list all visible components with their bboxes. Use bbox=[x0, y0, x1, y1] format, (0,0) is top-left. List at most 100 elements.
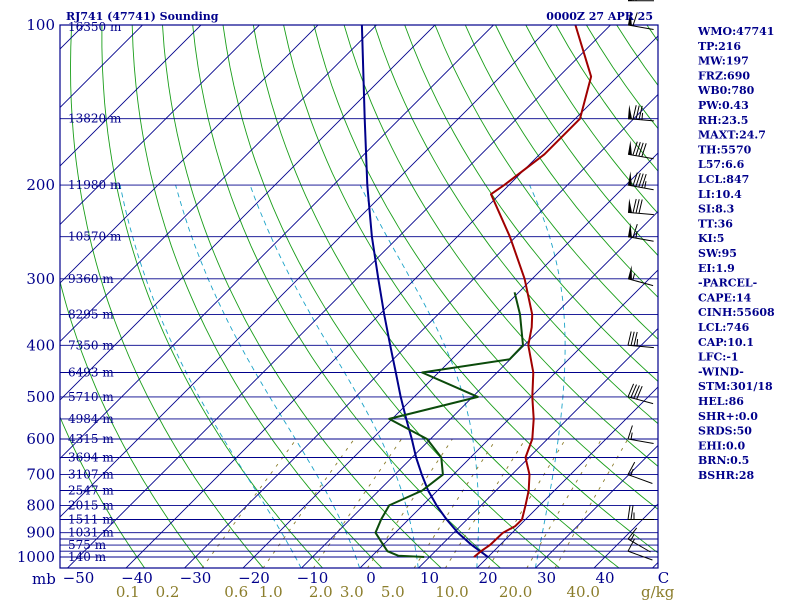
height-label: 3107 m bbox=[68, 468, 114, 482]
temperature-line bbox=[473, 25, 593, 558]
isotherm bbox=[60, 25, 144, 109]
wind-barb bbox=[627, 265, 654, 287]
wind-barbs bbox=[627, 0, 654, 561]
height-label: 5710 m bbox=[68, 390, 114, 404]
pressure-tick-label: 100 bbox=[26, 16, 55, 34]
temperature-tick-label: 40 bbox=[595, 569, 614, 587]
height-label: 2015 m bbox=[68, 498, 114, 512]
mixing-ratio-label: 40.0 bbox=[566, 583, 599, 600]
moist-adiabat bbox=[359, 184, 479, 568]
index-line: STM:301/18 bbox=[698, 380, 773, 393]
wind-barb bbox=[627, 198, 654, 216]
height-label: 2547 m bbox=[68, 484, 114, 498]
mixing-ratio-label: 0.1 bbox=[116, 583, 140, 600]
dry-adiabat bbox=[60, 415, 146, 568]
wind-barb bbox=[627, 527, 651, 553]
index-line: RH:23.5 bbox=[698, 114, 748, 127]
dry-adiabat bbox=[283, 25, 658, 554]
dry-adiabat bbox=[585, 25, 658, 130]
height-label: 13820 m bbox=[68, 112, 122, 126]
mixing-ratio-label: 20.0 bbox=[499, 583, 532, 600]
index-line: PW:0.43 bbox=[698, 99, 749, 112]
top-height-label: 16350 m bbox=[68, 20, 122, 34]
chart-title-right: 0000Z 27 APR 25 bbox=[546, 10, 653, 23]
temperature-tick-label: 30 bbox=[537, 569, 556, 587]
pressure-tick-label: 300 bbox=[26, 270, 55, 288]
pressure-tick-label: 600 bbox=[26, 430, 55, 448]
index-line: WB0:780 bbox=[697, 84, 755, 97]
index-line: TT:36 bbox=[698, 217, 733, 230]
moist-adiabat bbox=[175, 184, 361, 568]
mixing-ratio-line bbox=[312, 438, 402, 568]
isotherm bbox=[417, 327, 658, 568]
isotherm bbox=[183, 93, 658, 568]
wind-barb bbox=[627, 171, 654, 191]
wind-barb bbox=[627, 140, 654, 160]
isotherm bbox=[60, 25, 378, 343]
wind-barb bbox=[627, 331, 654, 349]
height-label: 7350 m bbox=[68, 338, 114, 352]
wind-barb bbox=[627, 222, 654, 242]
moist-adiabat bbox=[119, 185, 302, 568]
index-line: CINH:55608 bbox=[698, 306, 775, 319]
height-label: 6493 m bbox=[68, 366, 114, 380]
index-line: SW:95 bbox=[698, 247, 737, 260]
pressure-tick-label: 400 bbox=[26, 336, 55, 354]
isotherm bbox=[476, 386, 658, 568]
mixing-ratio-label: 3.0 bbox=[340, 583, 364, 600]
wind-barb bbox=[627, 505, 654, 520]
index-line: SRDS:50 bbox=[698, 425, 752, 438]
pressure-tick-label: 900 bbox=[26, 524, 55, 542]
isotherm bbox=[60, 25, 495, 460]
temperature-tick-label: −30 bbox=[180, 569, 212, 587]
wind-barb bbox=[627, 11, 654, 30]
wind-barb bbox=[627, 461, 653, 484]
wind-barb bbox=[628, 0, 654, 2]
mixing-ratio-label: 0.6 bbox=[224, 583, 248, 600]
isotherm bbox=[66, 25, 612, 568]
mixing-ratio-line bbox=[366, 438, 453, 568]
dry-adiabat bbox=[313, 25, 658, 510]
pressure-tick-label: 800 bbox=[26, 496, 55, 514]
index-line: CAP:10.1 bbox=[698, 336, 754, 349]
isotherm bbox=[593, 503, 658, 568]
index-line: TH:5570 bbox=[698, 143, 752, 156]
pressure-tick-label: 200 bbox=[26, 176, 55, 194]
temperature-tick-label: C bbox=[658, 569, 669, 587]
isotherm bbox=[125, 35, 658, 568]
index-line: CAPE:14 bbox=[698, 291, 752, 304]
temperature-tick-label: 20 bbox=[478, 569, 497, 587]
pressure-tick-label: 500 bbox=[26, 388, 55, 406]
wind-barb bbox=[627, 383, 654, 405]
isotherm bbox=[534, 444, 658, 568]
plot-frame bbox=[59, 24, 659, 569]
height-label: 140 m bbox=[68, 550, 107, 564]
dry-adiabat bbox=[101, 25, 324, 568]
height-label: 4984 m bbox=[68, 412, 114, 426]
mixing-ratio-label: 2.0 bbox=[309, 583, 333, 600]
isotherm bbox=[60, 25, 319, 284]
pressure-tick-label: 700 bbox=[26, 466, 55, 484]
dry-adiabat bbox=[222, 25, 561, 568]
height-label: 9360 m bbox=[68, 272, 114, 286]
isotherm bbox=[359, 269, 658, 568]
height-label: 8295 m bbox=[68, 307, 114, 321]
temperature-tick-label: −20 bbox=[238, 569, 270, 587]
height-label: 575 m bbox=[68, 538, 107, 552]
index-line: SHR+:0.0 bbox=[698, 410, 758, 423]
dry-adiabat bbox=[192, 25, 502, 568]
index-line: -PARCEL- bbox=[698, 277, 757, 290]
mixing-ratio-line bbox=[554, 438, 629, 568]
temperature-tick-label: 10 bbox=[420, 569, 439, 587]
pressure-unit-label: mb bbox=[32, 570, 56, 588]
index-line: WMO:47741 bbox=[697, 25, 774, 38]
dry-adiabat bbox=[162, 25, 442, 568]
background-lines bbox=[60, 25, 658, 568]
index-line: FRZ:690 bbox=[698, 69, 750, 82]
index-line: SI:8.3 bbox=[698, 203, 734, 216]
height-label: 1031 m bbox=[68, 526, 114, 540]
chart-title-left: RJ741 (47741) Sounding bbox=[66, 10, 219, 23]
